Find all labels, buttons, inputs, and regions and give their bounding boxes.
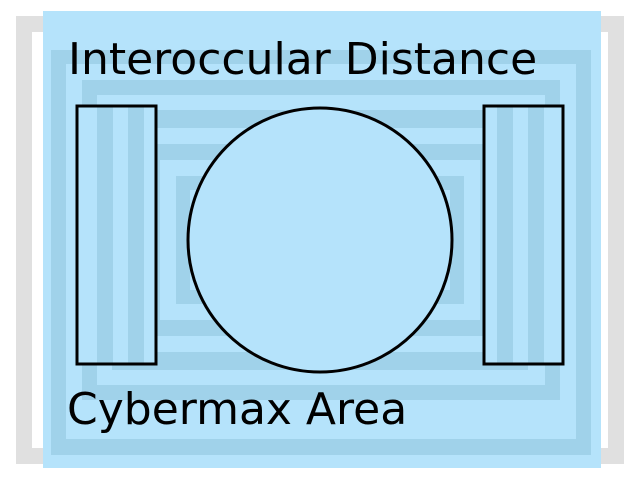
- interoccular-distance-label: Interoccular Distance: [68, 34, 538, 85]
- cybermax-area-label: Cybermax Area: [67, 384, 408, 435]
- right-bar-icon: [482, 104, 565, 366]
- left-bar-icon: [75, 104, 158, 366]
- circle-target-icon: [186, 106, 454, 374]
